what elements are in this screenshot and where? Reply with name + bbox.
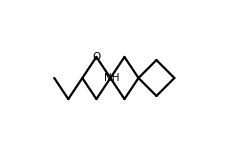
Text: O: O (92, 52, 100, 62)
Text: NH: NH (104, 73, 120, 83)
